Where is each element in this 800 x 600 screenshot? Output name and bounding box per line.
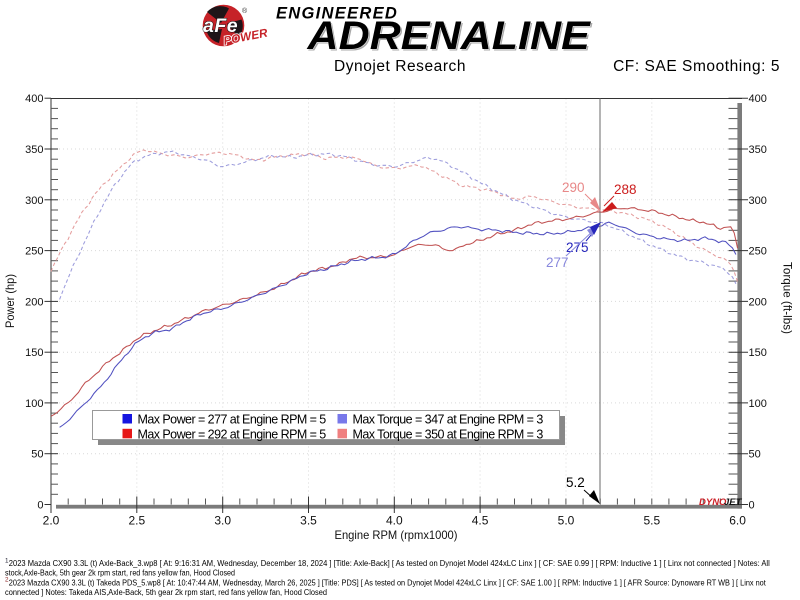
svg-text:stock,Axle-Back, 5th gear 2k r: stock,Axle-Back, 5th gear 2k rpm start, … [5,568,235,578]
svg-text:100: 100 [25,398,43,410]
svg-text:0: 0 [749,500,755,512]
svg-text:Max Power = 292 at Engine RPM: Max Power = 292 at Engine RPM = 5 [138,427,327,441]
svg-text:ADRENALINE: ADRENALINE [308,14,593,59]
svg-text:400: 400 [749,93,767,105]
svg-text:350: 350 [749,144,767,156]
svg-text:ADRENALINE: ADRENALINE [307,13,592,58]
svg-text:200: 200 [25,296,43,308]
svg-text:Max Torque = 347 at Engine RPM: Max Torque = 347 at Engine RPM = 3 [353,413,544,427]
svg-text:250: 250 [749,246,767,258]
svg-text:connected ] Notes: Takeda AIS,: connected ] Notes: Takeda AIS,Axle-Back,… [5,587,327,597]
svg-text:300: 300 [749,195,767,207]
svg-text:288: 288 [614,182,637,197]
svg-text:2023 Mazda CX90 3.3L (t) Axle-: 2023 Mazda CX90 3.3L (t) Axle-Back_3.wp8… [9,558,770,568]
svg-text:3.0: 3.0 [214,513,231,527]
svg-text:5.0: 5.0 [558,513,575,527]
svg-text:aFe: aFe [203,15,238,37]
svg-text:1: 1 [5,558,9,565]
svg-text:2.0: 2.0 [43,513,60,527]
svg-text:3.5: 3.5 [300,513,317,527]
svg-text:DYNO: DYNO [699,497,727,508]
svg-text:CF: SAE Smoothing: 5: CF: SAE Smoothing: 5 [613,58,780,75]
svg-text:277: 277 [546,255,569,270]
svg-text:400: 400 [25,93,43,105]
svg-text:0: 0 [37,500,43,512]
svg-text:2.5: 2.5 [128,513,145,527]
svg-text:290: 290 [562,180,585,195]
svg-text:150: 150 [749,347,767,359]
svg-text:Torque (ft-lbs): Torque (ft-lbs) [781,262,795,334]
svg-text:Max Power = 277 at Engine RPM: Max Power = 277 at Engine RPM = 5 [138,413,327,427]
svg-text:ENGINEERED: ENGINEERED [276,5,398,23]
svg-text:200: 200 [749,296,767,308]
svg-text:2023 Mazda CX90 3.3L (t) Take: 2023 Mazda CX90 3.3L (t) Takeda PDS_5.wp… [9,577,767,587]
svg-text:250: 250 [25,246,43,258]
svg-text:Engine RPM (rpmx1000): Engine RPM (rpmx1000) [335,528,458,542]
svg-text:350: 350 [25,144,43,156]
svg-text:50: 50 [31,449,43,461]
svg-text:5.2: 5.2 [566,475,585,490]
svg-text:Max Torque = 350 at Engine RPM: Max Torque = 350 at Engine RPM = 3 [353,427,544,441]
svg-text:JET: JET [724,497,743,508]
svg-text:150: 150 [25,347,43,359]
svg-text:®: ® [242,7,248,15]
svg-text:6.0: 6.0 [729,513,746,527]
svg-text:4.5: 4.5 [472,513,489,527]
svg-text:50: 50 [749,449,761,461]
svg-text:2: 2 [5,577,9,584]
svg-text:100: 100 [749,398,767,410]
svg-text:Power (hp): Power (hp) [3,274,17,328]
svg-text:5.5: 5.5 [643,513,660,527]
svg-text:Dynojet Research: Dynojet Research [334,58,466,75]
svg-text:4.0: 4.0 [386,513,403,527]
svg-text:300: 300 [25,195,43,207]
